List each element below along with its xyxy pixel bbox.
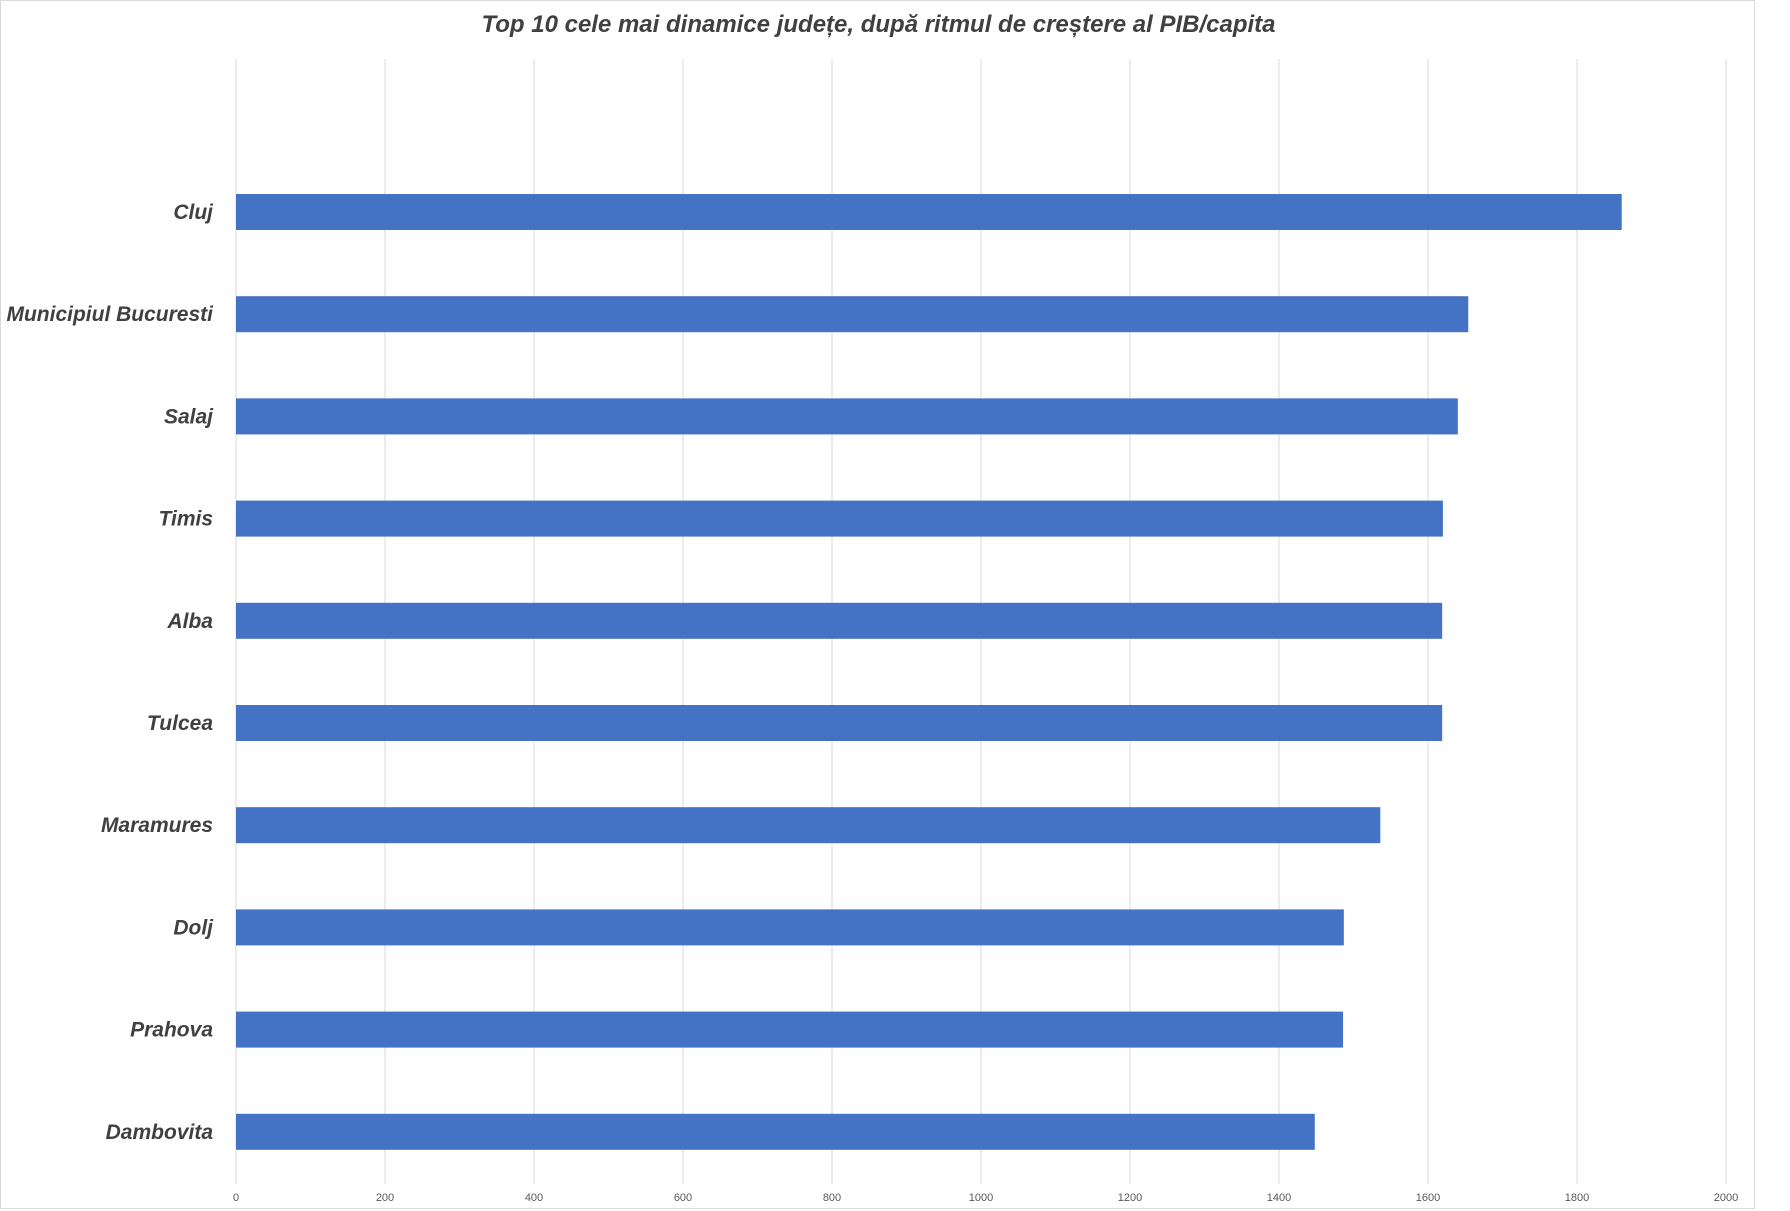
bar-maramures <box>236 807 1381 844</box>
bar-dambovita <box>236 1113 1315 1150</box>
bar-dolj <box>236 909 1344 946</box>
bar-salaj <box>236 398 1458 435</box>
x-tick-label: 1200 <box>1118 1192 1142 1204</box>
x-tick-label: 2000 <box>1714 1192 1738 1204</box>
x-tick-label: 600 <box>674 1192 692 1204</box>
bar-tulcea <box>236 705 1443 741</box>
category-label: Salaj <box>164 405 214 428</box>
bar-chart: 0 200 400 600 800 1000 1200 1400 1600 1800 2000 Cl… <box>6 59 1738 1204</box>
bar-timis <box>236 500 1443 537</box>
category-label: Municipiul Bucuresti <box>6 303 214 326</box>
chart-title: Top 10 cele mai dinamice județe, după ri… <box>481 11 1276 38</box>
category-label: Tulcea <box>147 712 213 735</box>
bar-alba <box>236 602 1443 639</box>
category-labels: Cluj Municipiul Bucuresti Salaj Timis Alba Tu… <box>6 201 214 1144</box>
x-tick-label: 0 <box>233 1192 239 1204</box>
x-tick-label: 200 <box>376 1192 394 1204</box>
category-label: Maramures <box>101 814 213 837</box>
x-tick-label: 400 <box>525 1192 543 1204</box>
bar-municipiul-bucuresti <box>236 296 1469 333</box>
x-tick-labels: 0 200 400 600 800 1000 1200 1400 1600 1800 2000 <box>233 1192 1738 1204</box>
x-tick-label: 800 <box>823 1192 841 1204</box>
category-label: Alba <box>166 610 213 633</box>
bar-prahova <box>236 1011 1344 1048</box>
category-label: Dolj <box>173 916 214 939</box>
category-label: Cluj <box>173 201 214 224</box>
x-tick-label: 1400 <box>1267 1192 1291 1204</box>
x-tick-label: 1800 <box>1565 1192 1589 1204</box>
chart-frame: Top 10 cele mai dinamice județe, după ri… <box>0 0 1755 1209</box>
bar-cluj <box>236 194 1622 230</box>
x-tick-label: 1000 <box>969 1192 993 1204</box>
category-label: Timis <box>159 508 213 531</box>
category-label: Prahova <box>130 1019 213 1042</box>
bars <box>236 194 1622 1150</box>
x-tick-label: 1600 <box>1416 1192 1440 1204</box>
category-label: Dambovita <box>106 1121 214 1144</box>
